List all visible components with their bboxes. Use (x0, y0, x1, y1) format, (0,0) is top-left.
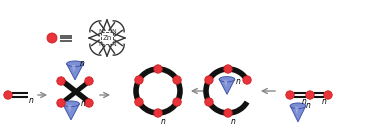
Circle shape (154, 65, 162, 73)
Text: n: n (231, 116, 236, 125)
Circle shape (205, 76, 213, 84)
Text: n: n (306, 100, 311, 109)
Circle shape (324, 91, 332, 99)
Text: n: n (80, 58, 85, 67)
Circle shape (224, 65, 232, 73)
Circle shape (286, 91, 294, 99)
Ellipse shape (290, 103, 306, 109)
Polygon shape (68, 105, 72, 113)
Text: n: n (322, 97, 327, 106)
Text: n: n (302, 97, 307, 106)
Text: N: N (112, 42, 116, 47)
Ellipse shape (63, 101, 79, 107)
Circle shape (306, 91, 314, 99)
Circle shape (154, 109, 162, 117)
Circle shape (173, 98, 181, 106)
Polygon shape (71, 65, 76, 73)
Polygon shape (219, 79, 235, 94)
Ellipse shape (219, 77, 235, 82)
Text: n: n (29, 96, 34, 105)
Polygon shape (290, 106, 306, 122)
Circle shape (85, 77, 93, 85)
Ellipse shape (67, 61, 84, 67)
Text: n: n (81, 99, 86, 108)
Circle shape (57, 77, 65, 85)
Circle shape (205, 98, 213, 106)
Text: Zn: Zn (102, 35, 112, 41)
Circle shape (173, 76, 181, 84)
Circle shape (57, 99, 65, 107)
Text: n: n (161, 116, 166, 125)
Circle shape (224, 109, 232, 117)
Circle shape (47, 33, 57, 43)
Text: n: n (236, 77, 241, 86)
Circle shape (135, 98, 143, 106)
Circle shape (4, 91, 12, 99)
Text: N: N (98, 42, 103, 47)
Circle shape (243, 76, 251, 84)
Polygon shape (295, 107, 299, 115)
Polygon shape (224, 80, 228, 88)
Polygon shape (63, 104, 79, 120)
Text: N: N (112, 29, 116, 34)
Circle shape (85, 99, 93, 107)
Circle shape (135, 76, 143, 84)
Text: N: N (98, 29, 103, 34)
Polygon shape (67, 64, 84, 80)
